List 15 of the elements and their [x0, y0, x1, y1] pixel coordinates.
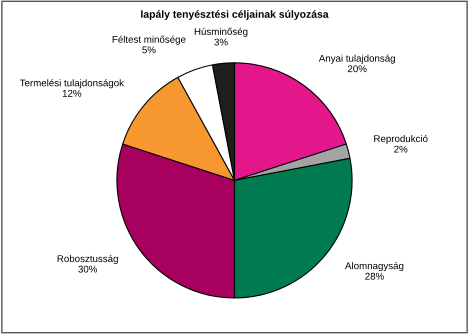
chart-title: lapály tenyésztési céljainak súlyozása: [141, 10, 329, 20]
slice-label: Robosztusság: [58, 254, 118, 264]
slice-label: Féltest minősége: [112, 36, 186, 45]
slice-label: Anyai tulajdonság: [318, 54, 395, 64]
data-label: 12%: [62, 90, 82, 97]
data-label: 5%: [142, 46, 156, 54]
data-label: 2%: [394, 146, 408, 153]
data-label: 30%: [78, 266, 98, 273]
slice-label: Termelési tulajdonságok: [20, 79, 124, 88]
slice-label: Alomnagyság: [345, 262, 404, 272]
slice-label: Reprodukció: [374, 134, 428, 144]
data-label: 3%: [214, 38, 228, 46]
data-label: 20%: [348, 65, 367, 72]
slice-label: Húsminőség: [194, 28, 248, 37]
data-label: 28%: [365, 272, 384, 280]
